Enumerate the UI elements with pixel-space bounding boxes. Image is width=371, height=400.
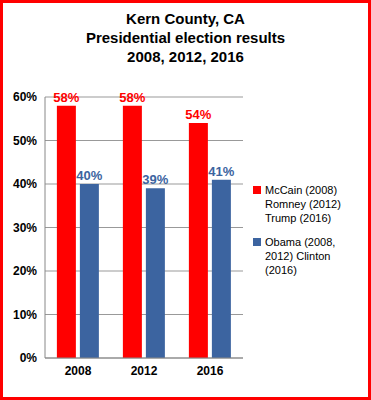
svg-text:10%: 10%: [13, 308, 37, 322]
svg-text:2008: 2008: [65, 364, 92, 378]
svg-text:39%: 39%: [142, 172, 168, 187]
html-text:Obama (2008, 2012) Clinton (20: Obama (2008, 2012) Clinton (2016): [265, 236, 336, 276]
svg-text:58%: 58%: [53, 90, 79, 105]
html-text:Kern County, CA: Kern County, CA: [126, 10, 245, 27]
html-text:Presidential election results: Presidential election results: [85, 29, 286, 46]
svg-text:2016: 2016: [197, 364, 224, 378]
svg-text:50%: 50%: [13, 134, 37, 148]
svg-text:40%: 40%: [76, 168, 102, 183]
svg-text:20%: 20%: [13, 264, 37, 278]
svg-text:40%: 40%: [13, 177, 37, 191]
svg-text:54%: 54%: [185, 107, 211, 122]
svg-text:58%: 58%: [119, 90, 145, 105]
svg-text:30%: 30%: [13, 221, 37, 235]
svg-text:0%: 0%: [20, 351, 38, 365]
html-text:McCain (2008) Romney (2012) Tr: McCain (2008) Romney (2012) Trump (2016): [265, 184, 341, 224]
svg-text:60%: 60%: [13, 90, 37, 104]
html-text:2008, 2012, 2016: 2008, 2012, 2016: [127, 48, 244, 65]
svg-text:41%: 41%: [208, 164, 234, 179]
svg-text:2012: 2012: [131, 364, 158, 378]
